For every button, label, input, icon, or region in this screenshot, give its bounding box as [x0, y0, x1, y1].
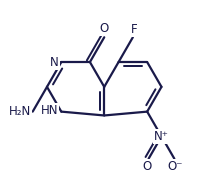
Text: HN: HN	[41, 104, 58, 117]
Text: O: O	[142, 160, 151, 173]
Text: O⁻: O⁻	[167, 160, 183, 173]
Text: N: N	[50, 56, 59, 69]
Text: F: F	[130, 23, 137, 36]
Text: O: O	[99, 22, 108, 35]
Text: N⁺: N⁺	[153, 130, 168, 143]
Text: H₂N: H₂N	[8, 105, 30, 118]
